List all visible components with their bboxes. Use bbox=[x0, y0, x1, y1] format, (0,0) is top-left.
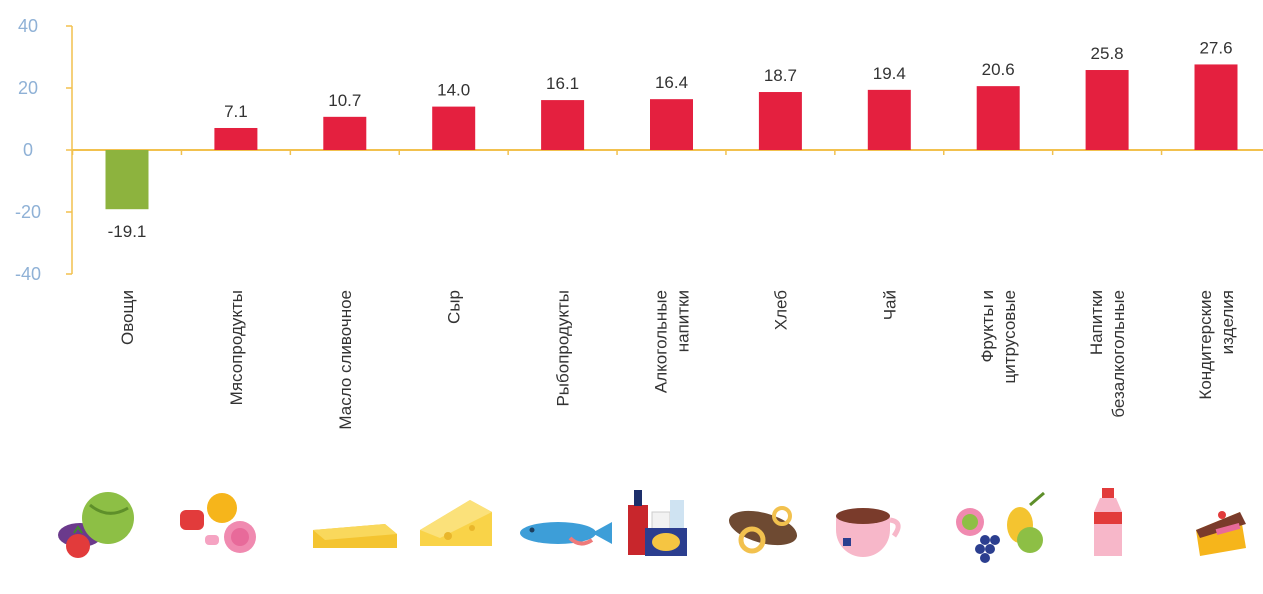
category-label-line: Хлеб bbox=[771, 290, 790, 331]
bars-group bbox=[105, 64, 1238, 210]
category-label: Сыр bbox=[445, 290, 464, 324]
y-tick-label: 40 bbox=[18, 16, 38, 36]
category-label: Рыбопродукты bbox=[554, 290, 573, 407]
category-labels-group: Овощи Мясопродукты Масло сливочное Сыр Рыбоп… bbox=[118, 290, 1237, 430]
category-label-line: Мясопродукты bbox=[227, 290, 246, 405]
value-labels-group: -19.1 7.1 10.7 14.0 16.1 16.4 18.7 19.4 20.6 25.8… bbox=[108, 38, 1233, 241]
fruits-icon bbox=[956, 491, 1045, 563]
category-label-line: Овощи bbox=[118, 290, 137, 345]
bar bbox=[1085, 70, 1129, 150]
cake-icon bbox=[1196, 511, 1246, 556]
category-label: Алкогольные напитки bbox=[652, 290, 693, 393]
data-label: 14.0 bbox=[437, 81, 470, 100]
category-label: Кондитерские изделия bbox=[1196, 290, 1237, 400]
category-label-line: Сыр bbox=[445, 290, 464, 324]
bar bbox=[214, 127, 258, 150]
y-tick-label: -40 bbox=[15, 264, 41, 284]
data-label: -19.1 bbox=[108, 222, 147, 241]
data-label: 18.7 bbox=[764, 66, 797, 85]
category-label-line: Напитки bbox=[1087, 290, 1106, 355]
icons-row bbox=[58, 488, 1246, 563]
y-tick-label: 20 bbox=[18, 78, 38, 98]
bar bbox=[541, 100, 585, 150]
category-label-line: цитрусовые bbox=[1000, 290, 1019, 383]
category-label-line: Масло сливочное bbox=[336, 290, 355, 430]
category-label-line: Рыбопродукты bbox=[554, 290, 573, 407]
category-label: Чай bbox=[880, 290, 899, 320]
data-label: 20.6 bbox=[982, 60, 1015, 79]
tea-cup-icon bbox=[836, 508, 901, 557]
chart-axes: 40 20 0 -20 -40 bbox=[15, 16, 1263, 284]
bar bbox=[650, 99, 693, 150]
data-label: 16.4 bbox=[655, 73, 688, 92]
data-label: 27.6 bbox=[1199, 38, 1232, 57]
bar bbox=[432, 106, 476, 150]
fish-icon bbox=[520, 522, 612, 546]
bar bbox=[1194, 64, 1238, 150]
bar bbox=[867, 89, 911, 150]
y-tick-label: 0 bbox=[23, 140, 33, 160]
butter-icon bbox=[313, 524, 397, 548]
cheese-icon bbox=[420, 500, 492, 546]
bar bbox=[323, 116, 367, 150]
bar bbox=[976, 86, 1020, 150]
data-label: 7.1 bbox=[224, 102, 248, 121]
vegetables-icon bbox=[58, 492, 134, 558]
category-label-line: Чай bbox=[880, 290, 899, 320]
category-label-line: изделия bbox=[1218, 290, 1237, 354]
category-label: Масло сливочное bbox=[336, 290, 355, 430]
category-label-line: напитки bbox=[674, 290, 693, 352]
alcohol-bottles-icon bbox=[628, 490, 687, 556]
bread-icon bbox=[728, 506, 798, 554]
category-label-line: безалкогольные bbox=[1109, 290, 1128, 418]
y-tick-label: -20 bbox=[15, 202, 41, 222]
category-label-line: Кондитерские bbox=[1196, 290, 1215, 400]
data-label: 25.8 bbox=[1091, 44, 1124, 63]
soft-drink-bottle-icon bbox=[1094, 488, 1122, 556]
meat-icon bbox=[180, 493, 256, 553]
bar bbox=[758, 92, 802, 150]
category-label: Хлеб bbox=[771, 290, 790, 331]
bar bbox=[105, 150, 149, 210]
data-label: 16.1 bbox=[546, 74, 579, 93]
category-label: Фрукты и цитрусовые bbox=[978, 290, 1019, 383]
category-label: Овощи bbox=[118, 290, 137, 345]
category-label-line: Фрукты и bbox=[978, 290, 997, 363]
category-label: Мясопродукты bbox=[227, 290, 246, 405]
data-label: 19.4 bbox=[873, 64, 906, 83]
category-label-line: Алкогольные bbox=[652, 290, 671, 393]
category-label: Напитки безалкогольные bbox=[1087, 290, 1128, 418]
data-label: 10.7 bbox=[328, 91, 361, 110]
